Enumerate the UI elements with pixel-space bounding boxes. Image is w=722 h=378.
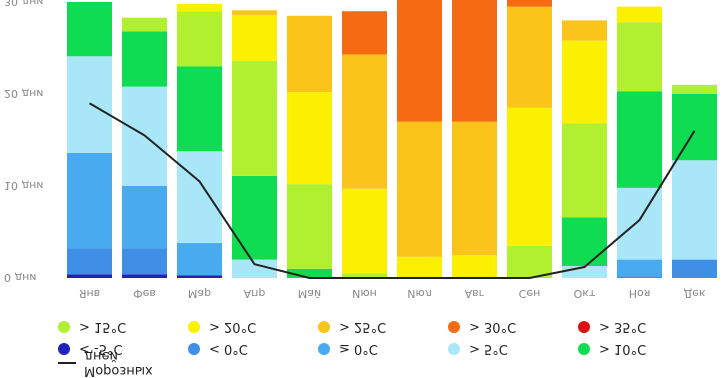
- line-series: [88, 102, 696, 279]
- bar-segment: [67, 152, 112, 249]
- bar-segment: [342, 273, 387, 278]
- y-tick-label: 20 дни: [4, 87, 43, 100]
- bar-segment: [562, 20, 607, 41]
- bar-segment: [287, 92, 332, 185]
- bar-segment: [232, 175, 277, 260]
- x-tick-label: Авг: [465, 287, 485, 300]
- x-tick-label: Янв: [79, 287, 100, 300]
- bar-segment: [177, 275, 222, 278]
- x-tick-label: Июл: [407, 287, 432, 300]
- bar-segment: [562, 40, 607, 124]
- y-tick-label: 30 дни: [4, 0, 43, 8]
- bar-segment: [67, 248, 112, 275]
- x-tick-label: Май: [298, 287, 321, 300]
- bar-segment: [122, 17, 167, 32]
- bar-segment: [672, 94, 717, 161]
- x-tick-label: Апр: [244, 287, 266, 300]
- x-tick-label: Окт: [574, 287, 596, 300]
- bar-segment: [562, 217, 607, 267]
- x-tick-label: Мар: [188, 287, 211, 300]
- bar-segment: [397, 0, 442, 122]
- bar-segment: [232, 14, 277, 61]
- bar-segment: [452, 0, 497, 122]
- bar-segment: [177, 66, 222, 152]
- bar-segment: [122, 186, 167, 249]
- bar-segment: [342, 188, 387, 274]
- bar-segment: [232, 10, 277, 15]
- y-tick-label: 10 дни: [4, 179, 43, 192]
- bar-segment: [562, 266, 607, 278]
- bar-segment: [177, 243, 222, 276]
- bar-segment: [232, 60, 277, 176]
- bar-segment: [287, 268, 332, 278]
- bar-segment: [67, 274, 112, 278]
- bar-segment: [342, 54, 387, 189]
- bar-segment: [397, 121, 442, 257]
- bar-segment: [122, 248, 167, 275]
- bar-segment: [507, 0, 552, 7]
- x-tick-label: Дек: [683, 287, 705, 300]
- bar-segment: [617, 259, 662, 277]
- bar-segment: [67, 56, 112, 153]
- bar-segment: [122, 31, 167, 87]
- y-tick-label: 0 дни: [4, 271, 36, 284]
- bar-segment: [287, 15, 332, 93]
- bar-segment: [507, 6, 552, 108]
- bar-segment: [562, 123, 607, 218]
- bar-segment: [177, 3, 222, 12]
- x-tick-label: Ноя: [629, 287, 651, 300]
- bar-segment: [672, 259, 717, 278]
- bar-segment: [122, 274, 167, 278]
- bar-segment: [617, 91, 662, 188]
- bar-segment: [452, 121, 497, 255]
- bar-segment: [452, 255, 497, 278]
- bar-segment: [177, 151, 222, 244]
- bar-segment: [617, 22, 662, 92]
- bar-segment: [232, 259, 277, 278]
- bar-segment: [672, 84, 717, 94]
- bar-segment: [617, 276, 662, 278]
- x-tick-label: Июн: [352, 287, 377, 300]
- bar-segment: [67, 2, 112, 57]
- bar-segment: [342, 11, 387, 55]
- bar-segment: [397, 256, 442, 278]
- bar-segment: [177, 11, 222, 67]
- bar-segment: [287, 184, 332, 269]
- bar-segment: [672, 160, 717, 260]
- bar-segment: [617, 6, 662, 23]
- x-tick-label: Фев: [133, 287, 156, 300]
- bar-segment: [507, 107, 552, 246]
- bar-segment: [617, 187, 662, 260]
- bar-segment: [507, 245, 552, 278]
- x-tick-label: Сен: [519, 287, 541, 300]
